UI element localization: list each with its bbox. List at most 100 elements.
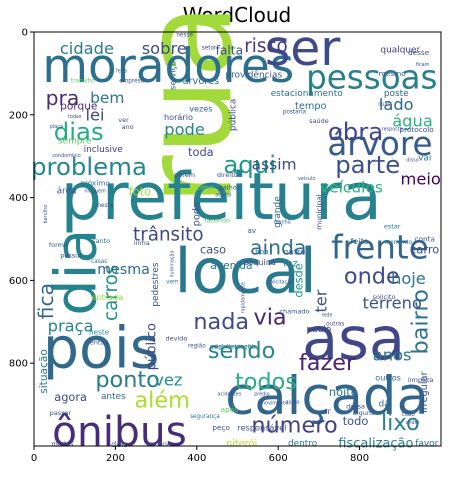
word-89: responsável [237, 422, 286, 432]
word-1: prefeitura [61, 160, 382, 235]
word-163: aberto [215, 193, 231, 199]
word-60: todo [343, 414, 369, 428]
word-143: trabalho [71, 79, 95, 85]
word-layer: ruaprefeituramoradorespoiscalçadaserasal… [31, 3, 441, 455]
word-161: veículo [298, 175, 315, 182]
word-68: poste [384, 89, 409, 99]
word-145: condomínio [52, 152, 80, 159]
y-axis: 0 200 400 600 800 [9, 28, 34, 370]
word-70: árvores [183, 75, 220, 87]
word-151: prédio [254, 390, 269, 397]
y-tick-label-3: 600 [9, 276, 28, 287]
word-128: passar [50, 409, 72, 417]
word-137: momento [385, 240, 413, 246]
word-32: fica [34, 283, 58, 319]
word-147: nesta [97, 203, 113, 209]
word-107: solicito [373, 293, 396, 301]
word-94: boa [255, 247, 269, 256]
word-159: disso [406, 157, 419, 163]
word-119: devido [166, 334, 188, 342]
word-42: veículos [320, 178, 383, 196]
word-65: sempre [58, 137, 92, 147]
word-9: ônibus [52, 408, 187, 456]
word-88: niterói [226, 437, 257, 449]
word-31: bairro [408, 289, 434, 354]
word-100: desse [408, 48, 430, 57]
y-tick-label-0: 0 [22, 28, 28, 39]
word-50: ter [311, 289, 330, 312]
plot-area [33, 31, 442, 447]
word-75: avenida [210, 260, 252, 272]
word-164: rede [322, 313, 333, 319]
word-22: nada [193, 309, 249, 335]
word-19: fazer [299, 350, 356, 376]
word-127: muitos [51, 440, 74, 448]
word-139: av [247, 226, 256, 235]
word-18: sendo [208, 338, 276, 364]
word-63: toda [188, 145, 214, 159]
x-tick-label-2: 400 [187, 453, 206, 464]
word-121: alguns [353, 409, 375, 417]
word-11: árvore [327, 125, 432, 163]
word-43: hoje [391, 269, 426, 288]
word-69: qualquer [380, 46, 420, 56]
word-165: ajuda [286, 400, 300, 406]
word-87: favor [415, 439, 438, 449]
word-44: terreno [362, 294, 421, 313]
word-7: local [175, 237, 317, 308]
word-37: lado [379, 95, 414, 114]
word-25: número [251, 412, 337, 438]
word-98: serviço [167, 61, 177, 90]
word-109: regularização [211, 343, 255, 351]
word-62: falta [216, 44, 243, 58]
word-39: meio [400, 169, 440, 188]
word-95: outro [284, 246, 305, 256]
x-tick-label-4: 800 [350, 453, 369, 464]
word-130: porém [174, 171, 195, 179]
word-46: praça [48, 316, 94, 335]
word-134: resposta [382, 126, 403, 132]
word-73: vezes [189, 104, 212, 114]
word-81: paulo [307, 325, 332, 335]
word-52: caso [200, 242, 226, 256]
word-28: onde [344, 263, 400, 289]
word-142: empresa [119, 79, 144, 85]
word-108: pública [228, 99, 238, 131]
word-86: dentro [288, 439, 317, 449]
word-72: horário [164, 112, 193, 122]
x-tick-label-0: 0 [31, 453, 37, 464]
word-157: feita [116, 68, 127, 74]
word-38: água [392, 112, 433, 131]
word-12: frente [331, 228, 429, 266]
word-148: região [188, 344, 206, 350]
word-91: antes [101, 392, 126, 402]
word-41: assim [252, 155, 297, 173]
word-140: nesse [176, 32, 193, 38]
word-136: outras [326, 322, 344, 328]
word-80: grande [273, 196, 283, 228]
word-71: providências [225, 69, 282, 80]
word-125: peço [212, 423, 230, 432]
word-3: pois [43, 316, 160, 382]
word-27: ainda [250, 235, 306, 259]
word-35: cidade [60, 39, 114, 58]
word-0: rua [118, 3, 260, 205]
word-30: trânsito [133, 224, 204, 245]
word-48: lei [86, 105, 105, 124]
word-153: andré [405, 419, 419, 426]
word-150: acidentes [218, 391, 242, 397]
word-144: todas [68, 114, 82, 120]
word-29: pra [46, 86, 80, 110]
word-64: inclusive [84, 145, 124, 155]
word-67: estacionamento [271, 89, 343, 99]
word-82: conta [414, 235, 434, 244]
word-101: dá [378, 400, 389, 410]
word-116: possui [60, 252, 81, 260]
word-85: protocolo [399, 125, 434, 134]
word-167: solicitação [267, 279, 293, 285]
word-83: feito [350, 236, 368, 246]
chart-title: WordCloud [183, 3, 292, 27]
word-8: dia [44, 229, 110, 316]
y-tick-label-4: 800 [9, 359, 28, 370]
